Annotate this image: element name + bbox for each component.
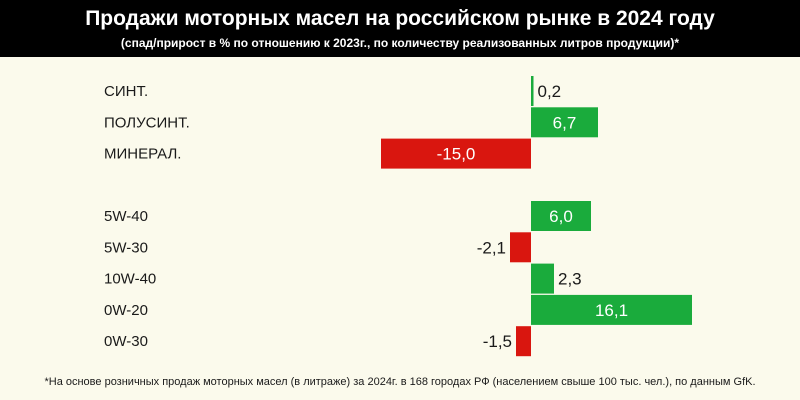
- bar: [531, 107, 598, 138]
- value-label: -15,0: [437, 145, 476, 164]
- category-label: 0W-30: [104, 333, 148, 350]
- bar: [516, 326, 531, 357]
- value-label: 6,0: [549, 207, 573, 226]
- bar-chart: СИНТ. 0,2 ПОЛУСИНТ. 6,7 МИНЕРАЛ. -15,0 5W-40 6,…: [104, 76, 692, 357]
- header: Продажи моторных масел на российском рын…: [0, 0, 800, 57]
- bar: [531, 76, 534, 106]
- bar: [531, 201, 591, 231]
- bar: [510, 232, 531, 263]
- category-label: 10W-40: [104, 271, 156, 288]
- value-label: 0,2: [538, 82, 562, 101]
- category-label: 0W-20: [104, 302, 148, 319]
- value-label: 16,1: [595, 301, 628, 320]
- footnote: *На основе розничных продаж моторных мас…: [44, 376, 756, 388]
- category-label: СИНТ.: [104, 83, 148, 100]
- chart-title: Продажи моторных масел на российском рын…: [85, 7, 715, 30]
- category-label: 5W-30: [104, 239, 148, 256]
- bar: [381, 138, 531, 169]
- value-label: 6,7: [553, 113, 577, 132]
- category-label: 5W-40: [104, 208, 148, 225]
- chart-subtitle: (спад/прирост в % по отношению к 2023г.,…: [120, 36, 680, 50]
- value-label: -2,1: [477, 238, 506, 257]
- category-label: ПОЛУСИНТ.: [104, 114, 190, 131]
- bar: [531, 294, 692, 325]
- bar: [531, 263, 554, 294]
- category-label: МИНЕРАЛ.: [104, 146, 181, 163]
- value-label: 2,3: [558, 270, 582, 289]
- value-label: -1,5: [483, 332, 512, 351]
